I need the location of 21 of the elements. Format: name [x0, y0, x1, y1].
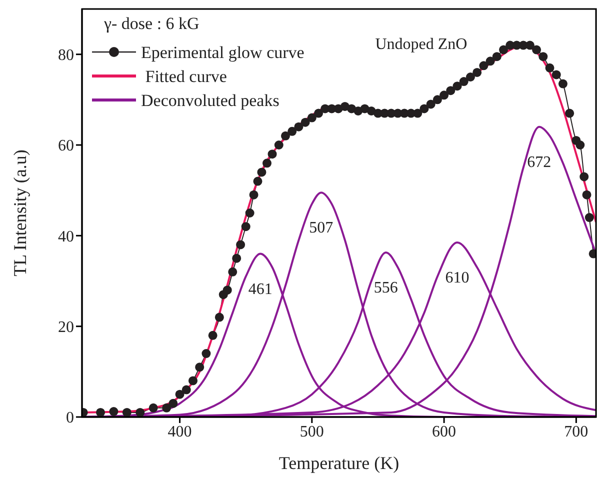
legend-label: Eperimental glow curve: [141, 43, 304, 62]
x-tick-label: 600: [432, 423, 456, 440]
y-tick-label: 0: [66, 410, 74, 427]
x-tick-label: 700: [564, 423, 588, 440]
legend-label: Fitted curve: [141, 67, 227, 86]
y-axis-title: TL Intensity (a.u): [10, 150, 30, 276]
y-tick-label: 20: [58, 319, 74, 336]
y-tick-label: 60: [58, 138, 74, 155]
x-tick-label: 400: [168, 423, 192, 440]
annotation: 461: [248, 280, 272, 298]
annotation: 507: [309, 220, 334, 237]
annotation: 556: [374, 279, 398, 296]
legend-title: γ- dose : 6 kG: [103, 14, 200, 33]
annotation: 672: [527, 154, 552, 171]
x-tick-label: 500: [300, 423, 324, 440]
annotation: 610: [445, 269, 470, 286]
annotation: Undoped ZnO: [375, 36, 468, 53]
y-tick-label: 40: [58, 228, 74, 246]
legend-label: Deconvoluted peaks: [141, 91, 280, 110]
y-tick-label: 80: [58, 47, 74, 64]
x-axis-title: Temperature (K): [278, 453, 400, 473]
